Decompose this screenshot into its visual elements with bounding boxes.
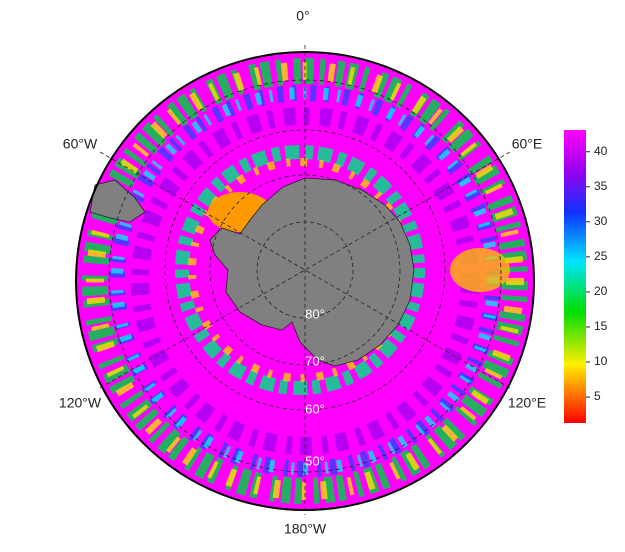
longitude-label: 0° — [296, 8, 309, 24]
colorbar-tick-label: 5 — [594, 389, 601, 403]
colorbar-tick-label: 25 — [594, 249, 608, 263]
latitude-label: 70° — [305, 353, 325, 368]
longitude-label: 180°W — [284, 521, 327, 537]
map-border — [75, 51, 535, 511]
colorbar-tick-label: 35 — [594, 179, 608, 193]
antarctica — [209, 177, 415, 367]
colorbar-tick-label: 15 — [594, 319, 608, 333]
south-america — [89, 179, 146, 223]
latitude-label: 50° — [305, 453, 325, 468]
graticule — [99, 45, 511, 515]
colorbar-tick-label: 40 — [594, 144, 608, 158]
longitude-label: 60°E — [512, 136, 543, 152]
colorbar-tick-label: 30 — [594, 214, 608, 228]
colorbar-tick-label: 20 — [594, 284, 608, 298]
colorbar — [564, 130, 586, 423]
longitude-label: 120°E — [508, 395, 546, 411]
latitude-label: 80° — [305, 306, 325, 321]
longitude-label: 60°W — [63, 136, 98, 152]
colorbar-tick-label: 10 — [594, 354, 608, 368]
longitude-label: 120°W — [59, 395, 102, 411]
latitude-label: 60° — [305, 401, 325, 416]
